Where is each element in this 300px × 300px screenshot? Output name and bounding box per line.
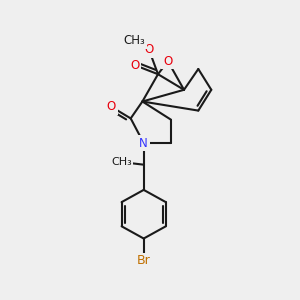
- Text: N: N: [139, 136, 148, 150]
- Text: CH₃: CH₃: [124, 34, 146, 47]
- Text: Br: Br: [137, 254, 151, 267]
- Text: O: O: [163, 55, 172, 68]
- Text: O: O: [144, 43, 154, 56]
- Text: CH₃: CH₃: [111, 157, 132, 167]
- Text: O: O: [106, 100, 116, 113]
- Text: O: O: [130, 58, 139, 72]
